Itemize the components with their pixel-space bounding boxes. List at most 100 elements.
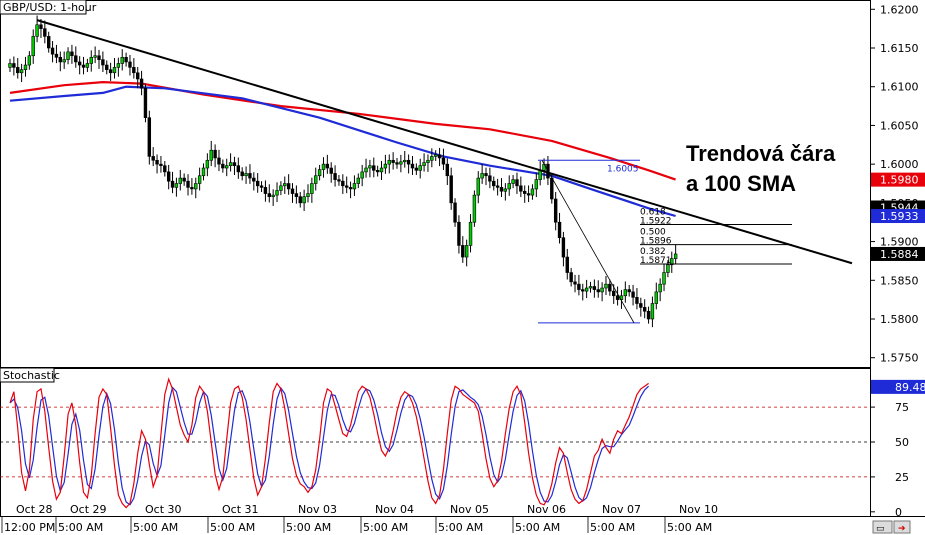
candle-body-up: [418, 165, 422, 171]
candle: [112, 58, 117, 79]
candle-body-down: [337, 179, 341, 182]
candle-body-up: [89, 56, 93, 64]
candle: [519, 176, 523, 198]
candle: [515, 172, 519, 194]
candle: [368, 159, 372, 178]
candle-body-down: [255, 180, 260, 187]
candle-body-down: [557, 221, 562, 238]
candle: [194, 177, 198, 199]
candle: [159, 156, 163, 173]
candle: [136, 66, 140, 89]
candle: [209, 140, 213, 167]
candle: [182, 173, 186, 186]
candle: [66, 47, 70, 65]
candle: [325, 154, 330, 174]
candle-body-down: [74, 55, 78, 63]
candle: [58, 51, 63, 72]
candle: [372, 157, 376, 178]
candle: [344, 176, 349, 194]
candle: [46, 31, 51, 53]
candle: [635, 288, 639, 310]
time-label: 5:00 AM: [58, 521, 103, 534]
date-label: Nov 05: [450, 503, 489, 516]
candle-body-up: [600, 287, 604, 293]
candle-body-down: [627, 289, 631, 293]
candle: [108, 62, 113, 81]
candle-body-down: [108, 69, 113, 74]
chart-scroll-controls[interactable]: ▭ ➔: [872, 520, 911, 534]
candle: [132, 58, 136, 79]
sma-100-path: [9, 85, 676, 218]
candle: [263, 180, 268, 202]
candle-body-down: [515, 179, 519, 187]
candle: [581, 283, 585, 301]
candle: [476, 171, 480, 204]
candle-body-down: [441, 157, 446, 165]
candle-body-down: [457, 221, 461, 246]
candle: [70, 44, 74, 64]
candle: [646, 306, 651, 324]
candle-body-down: [615, 295, 620, 300]
candle: [283, 176, 287, 194]
candle: [608, 279, 612, 296]
candle-body-up: [244, 173, 248, 177]
candle-body-up: [588, 286, 593, 289]
candle-body-up: [271, 194, 275, 197]
candle-body-down: [639, 303, 643, 308]
zoom-button[interactable]: [872, 520, 893, 534]
candle: [89, 50, 93, 72]
candle-body-up: [433, 154, 438, 157]
candle: [449, 167, 453, 210]
candle-body-down: [97, 55, 101, 60]
date-label: Oct 31: [222, 503, 259, 516]
date-label: Nov 03: [298, 503, 337, 516]
candle: [186, 174, 190, 196]
candle: [553, 192, 558, 231]
candle-body-down: [612, 290, 616, 297]
candle: [240, 167, 244, 181]
time-label: 12:00 PM: [4, 521, 55, 534]
candle: [267, 184, 271, 203]
candle-body-up: [530, 188, 535, 196]
candle: [120, 49, 124, 71]
candle: [317, 164, 322, 181]
price-panel-frame: [0, 0, 871, 368]
candle-body-down: [395, 162, 399, 165]
time-label: 5:00 AM: [363, 521, 408, 534]
candle-body-down: [461, 245, 465, 258]
candle: [50, 41, 55, 63]
candle-body-down: [190, 187, 194, 190]
candle: [488, 167, 492, 189]
candle-body-down: [294, 193, 299, 197]
stoch-d-line: [9, 385, 650, 506]
candle-body-down: [70, 51, 74, 57]
candle: [414, 163, 419, 175]
zoom-icon: ▭: [876, 524, 885, 534]
candle-body-up: [201, 167, 206, 177]
stoch-panel-title: Stochastic: [3, 369, 60, 382]
candle-body-up: [399, 161, 403, 165]
candle: [472, 190, 477, 227]
candle-body-down: [495, 185, 500, 188]
date-label: Oct 28: [16, 503, 53, 516]
candle: [259, 181, 264, 193]
candle-body-down: [43, 28, 47, 37]
candle-body-down: [565, 256, 569, 273]
stochastic-levels: [0, 406, 870, 478]
stoch-current-label: 89.48: [895, 381, 925, 394]
candle-body-down: [143, 87, 148, 118]
trendline-path: [36, 19, 853, 265]
candle: [271, 189, 275, 206]
candle: [286, 174, 291, 195]
candle: [205, 153, 210, 177]
candle: [561, 231, 566, 267]
candle-body-down: [39, 24, 43, 29]
candle: [23, 56, 28, 77]
date-label: Oct 30: [145, 503, 182, 516]
sma-200-path: [9, 81, 676, 181]
candle: [31, 29, 35, 64]
candle: [627, 284, 631, 297]
price-tick-label: 1.6150: [880, 42, 919, 55]
stoch-tick-label: 25: [895, 471, 909, 484]
scroll-right-button[interactable]: [893, 520, 911, 534]
